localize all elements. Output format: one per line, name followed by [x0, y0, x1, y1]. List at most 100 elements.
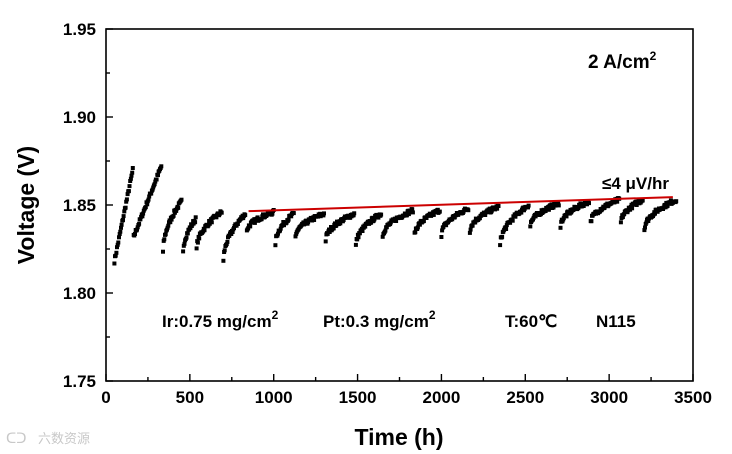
watermark: ᑕᑐ 六数资源 [6, 431, 90, 447]
data-point [602, 205, 607, 210]
x-tick-label: 1000 [255, 388, 293, 407]
data-point [188, 226, 193, 231]
data-point [153, 179, 158, 184]
data-point [181, 249, 186, 254]
data-point [124, 199, 129, 204]
data-point [124, 197, 129, 202]
data-point [363, 224, 368, 229]
data-point [137, 221, 142, 226]
data-point [439, 235, 444, 239]
data-point [483, 213, 488, 217]
data-point [622, 212, 627, 216]
data-point [477, 216, 482, 221]
pt-loading-superscript: 2 [429, 308, 436, 322]
data-point [197, 236, 202, 241]
data-points [112, 164, 679, 266]
data-point [413, 230, 418, 235]
data-point [668, 198, 673, 203]
data-point [202, 228, 207, 233]
data-point [612, 200, 617, 205]
data-point [487, 206, 492, 211]
x-tick-label: 3000 [590, 388, 628, 407]
watermark-text: 六数资源 [38, 432, 90, 447]
data-point [140, 214, 145, 219]
data-point [113, 253, 118, 258]
x-tick-label: 2500 [506, 388, 544, 407]
data-point [519, 210, 524, 215]
data-point [379, 212, 384, 217]
data-point [581, 204, 586, 208]
degradation-rate-label: ≤4 μV/hr [602, 174, 669, 193]
data-point [273, 243, 278, 248]
data-point [150, 187, 155, 192]
y-axis-title: Voltage (V) [13, 146, 39, 264]
data-point [122, 209, 127, 214]
data-point [115, 242, 120, 247]
x-tick-label: 0 [101, 388, 110, 407]
x-axis-title: Time (h) [354, 424, 443, 450]
data-point [135, 225, 140, 230]
data-point [168, 220, 173, 225]
data-point [510, 218, 515, 223]
data-point [421, 219, 426, 223]
data-point [561, 216, 566, 221]
data-point [356, 235, 361, 240]
data-point [123, 205, 128, 210]
data-point [214, 215, 219, 220]
data-point [383, 228, 388, 233]
data-point [166, 223, 171, 228]
data-point [496, 204, 501, 208]
x-tick-label: 1500 [339, 388, 377, 407]
data-point [169, 217, 174, 222]
data-point [114, 250, 119, 255]
data-point [145, 202, 150, 207]
current-density-label: 2 A/cm2 [588, 49, 657, 73]
data-point [546, 207, 551, 212]
data-point [195, 240, 200, 245]
data-point [126, 189, 131, 194]
data-point [441, 225, 446, 230]
data-point [174, 208, 179, 213]
data-point [128, 179, 133, 183]
data-point [533, 214, 538, 219]
data-point [306, 220, 311, 225]
data-point [224, 242, 229, 247]
data-point [209, 220, 214, 225]
data-point [352, 211, 357, 216]
x-tick-label: 2000 [423, 388, 461, 407]
data-point [119, 225, 123, 230]
data-point [500, 234, 505, 239]
data-point [193, 220, 198, 225]
y-tick-label: 1.85 [63, 196, 96, 215]
data-point [440, 228, 445, 233]
data-point [495, 206, 500, 211]
data-point [194, 246, 199, 251]
data-point [179, 197, 184, 202]
data-point [276, 231, 280, 236]
data-point [360, 229, 365, 233]
data-point [549, 202, 554, 207]
data-point [159, 164, 164, 169]
data-point [634, 203, 639, 207]
data-point [468, 227, 473, 232]
data-point [193, 215, 198, 220]
data-point [243, 213, 248, 218]
data-point [163, 232, 168, 237]
y-tick-label: 1.75 [63, 372, 96, 391]
data-point [526, 203, 531, 208]
data-point [115, 245, 119, 250]
data-point [162, 237, 167, 242]
data-point [384, 225, 389, 230]
membrane-label: N115 [596, 312, 636, 331]
data-point [513, 214, 518, 219]
data-point [355, 237, 360, 242]
data-point [185, 231, 190, 236]
data-point [380, 234, 385, 239]
data-point [255, 215, 260, 220]
data-point [154, 177, 159, 182]
ir-loading-label: Ir:0.75 mg/cm2 [162, 308, 279, 331]
data-point [556, 200, 561, 205]
data-point [424, 216, 429, 220]
data-point [143, 205, 148, 210]
